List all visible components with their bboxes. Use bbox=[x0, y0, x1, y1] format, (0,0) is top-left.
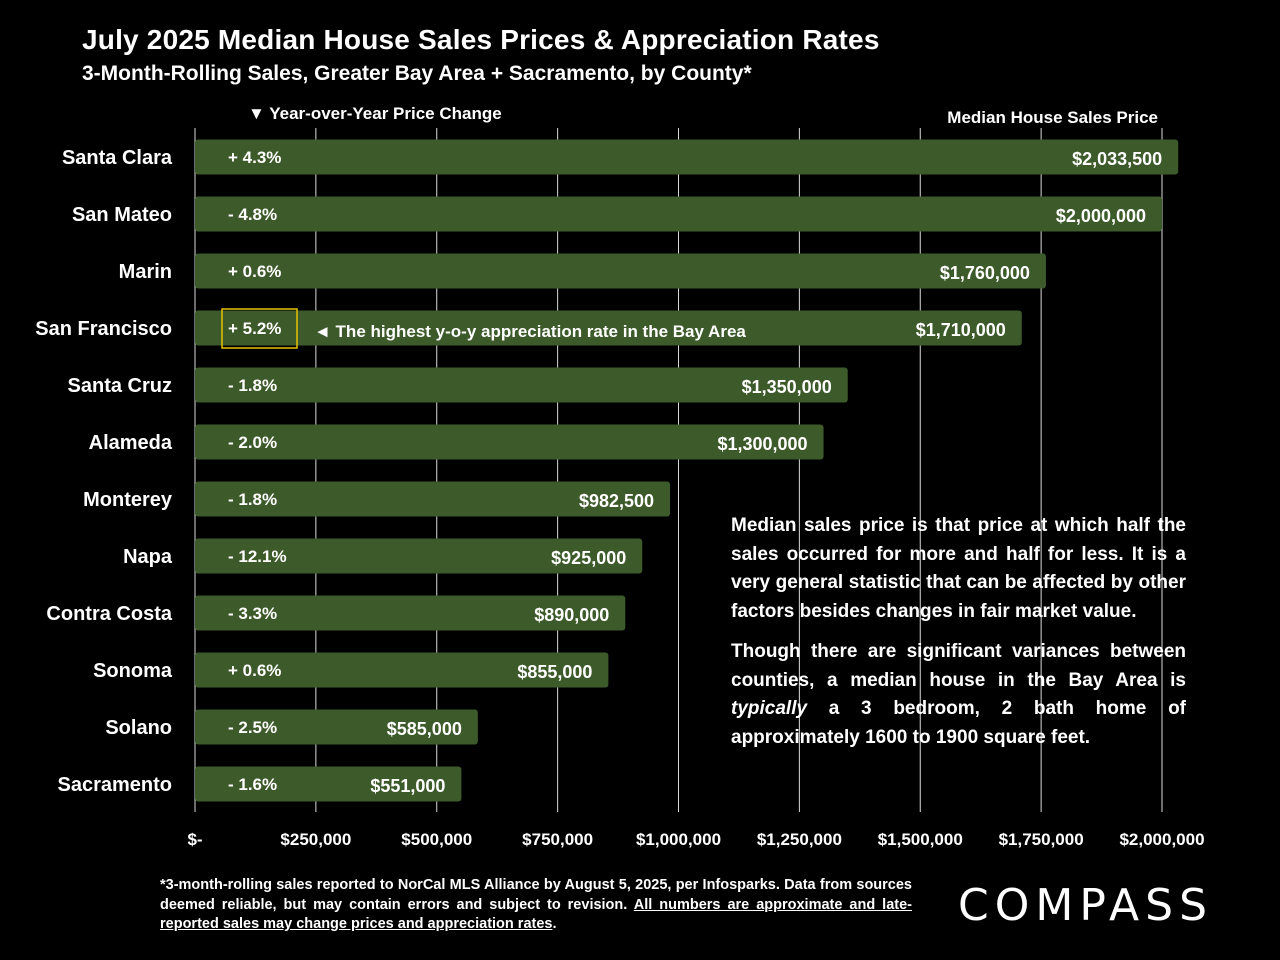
bar-napa bbox=[195, 538, 643, 574]
footnote-underlined: All numbers are approximate and late-rep… bbox=[160, 896, 912, 933]
x-tick-label: $1,750,000 bbox=[999, 830, 1084, 849]
x-tick-label: $250,000 bbox=[280, 830, 351, 849]
category-label: Contra Costa bbox=[46, 603, 172, 625]
x-tick-label: $1,000,000 bbox=[636, 830, 721, 849]
yoy-label: - 1.8% bbox=[228, 376, 277, 395]
category-label: San Mateo bbox=[72, 204, 172, 226]
bar-marin bbox=[195, 253, 1046, 289]
note-paragraph-2: Though there are significant variances b… bbox=[731, 638, 1186, 752]
bar-santa-cruz bbox=[195, 367, 848, 403]
x-tick-label: $1,500,000 bbox=[878, 830, 963, 849]
bar-contra-costa bbox=[195, 595, 626, 631]
chart-title: July 2025 Median House Sales Prices & Ap… bbox=[82, 24, 880, 55]
footnote-text: *3-month-rolling sales reported to NorCa… bbox=[160, 877, 912, 913]
bar-san-francisco bbox=[195, 310, 1022, 346]
note-p2-end: a 3 bedroom, 2 bath home of approximatel… bbox=[731, 698, 1186, 748]
compass-logo: COMPASS bbox=[958, 880, 1213, 931]
highlight-annotation: ◄ The highest y-o-y appreciation rate in… bbox=[314, 322, 746, 341]
category-label: Sonoma bbox=[93, 660, 173, 682]
yoy-label: - 4.8% bbox=[228, 205, 277, 224]
value-label: $1,760,000 bbox=[940, 263, 1030, 283]
value-label: $982,500 bbox=[579, 491, 654, 511]
yoy-label: - 3.3% bbox=[228, 604, 277, 623]
bar-solano bbox=[195, 709, 478, 745]
note-p2-italic: typically bbox=[731, 698, 808, 719]
yoy-label: - 1.6% bbox=[228, 775, 277, 794]
value-label: $585,000 bbox=[387, 719, 462, 739]
category-label: Sacramento bbox=[58, 774, 173, 796]
bar-sonoma bbox=[195, 652, 609, 688]
bar-sacramento bbox=[195, 766, 462, 802]
yoy-label: + 4.3% bbox=[228, 148, 281, 167]
value-label: $1,300,000 bbox=[717, 434, 807, 454]
bar-san-mateo bbox=[195, 196, 1162, 232]
category-label: Alameda bbox=[89, 432, 173, 454]
value-label: $1,350,000 bbox=[742, 377, 832, 397]
bar-chart: $- $250,000 $500,000 $750,000 $1,000,000 $1,2… bbox=[35, 128, 1205, 849]
value-label: $855,000 bbox=[517, 662, 592, 682]
value-label: $1,710,000 bbox=[916, 320, 1006, 340]
x-tick-label: $2,000,000 bbox=[1119, 830, 1204, 849]
bar-monterey bbox=[195, 481, 671, 517]
bar-santa-clara bbox=[195, 139, 1179, 175]
x-tick-label: $750,000 bbox=[522, 830, 593, 849]
yoy-label: + 5.2% bbox=[228, 319, 281, 338]
yoy-column-header: ▼ Year-over-Year Price Change bbox=[248, 104, 502, 123]
x-tick-label: $1,250,000 bbox=[757, 830, 842, 849]
yoy-label: - 1.8% bbox=[228, 490, 277, 509]
footnote: *3-month-rolling sales reported to NorCa… bbox=[160, 876, 912, 935]
value-label: $2,033,500 bbox=[1072, 149, 1162, 169]
highlight-box bbox=[221, 308, 298, 349]
value-label: $890,000 bbox=[534, 605, 609, 625]
yoy-label: - 12.1% bbox=[228, 547, 287, 566]
x-tick-label: $- bbox=[187, 830, 202, 849]
yoy-label: + 0.6% bbox=[228, 262, 281, 281]
price-column-header: Median House Sales Price bbox=[947, 108, 1158, 127]
category-label: San Francisco bbox=[35, 318, 172, 340]
category-label: Napa bbox=[123, 546, 173, 568]
yoy-label: - 2.0% bbox=[228, 433, 277, 452]
yoy-label: + 0.6% bbox=[228, 661, 281, 680]
category-label: Santa Cruz bbox=[68, 375, 172, 397]
yoy-label: - 2.5% bbox=[228, 718, 277, 737]
x-tick-label: $500,000 bbox=[401, 830, 472, 849]
value-label: $551,000 bbox=[370, 776, 445, 796]
chart-subtitle: 3-Month-Rolling Sales, Greater Bay Area … bbox=[82, 62, 752, 85]
category-label: Marin bbox=[119, 261, 172, 283]
category-label: Solano bbox=[105, 717, 172, 739]
category-label: Santa Clara bbox=[62, 147, 173, 169]
footnote-end: . bbox=[552, 916, 557, 932]
note-p2-start: Though there are significant variances b… bbox=[731, 641, 1186, 691]
bar-alameda bbox=[195, 424, 824, 460]
value-label: $2,000,000 bbox=[1056, 206, 1146, 226]
category-label: Monterey bbox=[83, 489, 173, 511]
median-explanation-note: Median sales price is that price at whic… bbox=[731, 512, 1186, 764]
note-paragraph-1: Median sales price is that price at whic… bbox=[731, 515, 1186, 622]
value-label: $925,000 bbox=[551, 548, 626, 568]
